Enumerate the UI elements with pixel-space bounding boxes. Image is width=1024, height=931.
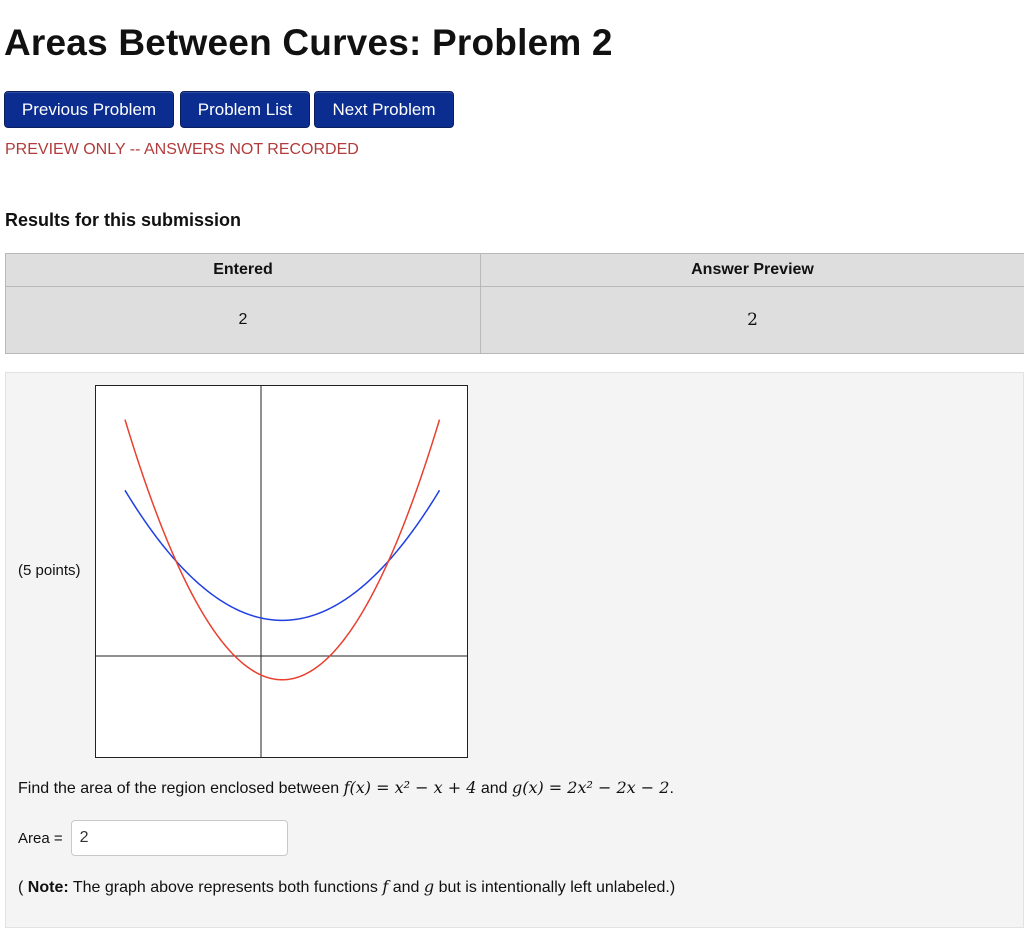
question-text: Find the area of the region enclosed bet… <box>18 778 674 798</box>
note-g: g <box>423 877 435 896</box>
entered-cell: 2 <box>5 285 481 355</box>
area-input[interactable] <box>70 820 288 856</box>
question-suffix: . <box>669 780 674 797</box>
note-body: The graph above represents both function… <box>68 879 383 896</box>
problem-body: (5 points) Find the area of the region e… <box>5 372 1024 928</box>
answer-preview-cell: 2 <box>480 285 1024 355</box>
preview-warning: PREVIEW ONLY -- ANSWERS NOT RECORDED <box>5 141 359 158</box>
function-f-expression: f(x) = x² − x + 4 <box>343 778 477 797</box>
function-graph <box>95 385 468 758</box>
note-f: f <box>382 877 389 896</box>
results-heading: Results for this submission <box>5 210 242 230</box>
note-and: and <box>388 879 424 896</box>
curve-g <box>124 419 441 681</box>
answer-preview-column-header: Answer Preview <box>480 253 1024 287</box>
results-header-row: Entered Answer Preview <box>5 253 1024 287</box>
entered-column-header: Entered <box>5 253 481 287</box>
problem-list-button[interactable]: Problem List <box>180 91 310 128</box>
results-table: Entered Answer Preview 2 2 <box>5 253 1024 355</box>
previous-problem-button[interactable]: Previous Problem <box>4 91 174 128</box>
points-label: (5 points) <box>18 562 81 579</box>
note-text: ( Note: The graph above represents both … <box>18 877 675 897</box>
area-label: Area = <box>18 829 63 847</box>
question-conjunction: and <box>476 780 512 797</box>
curve-f <box>124 489 441 622</box>
table-row: 2 2 <box>5 285 1024 355</box>
note-label: Note: <box>27 879 69 896</box>
next-problem-button[interactable]: Next Problem <box>314 91 454 128</box>
note-tail: but is intentionally left unlabeled.) <box>434 879 676 896</box>
note-open: ( <box>18 879 28 896</box>
page-title: Areas Between Curves: Problem 2 <box>4 22 613 63</box>
question-prefix: Find the area of the region enclosed bet… <box>18 780 344 797</box>
area-answer-row: Area = <box>18 819 288 857</box>
graph-canvas <box>96 386 467 757</box>
function-g-expression: g(x) = 2x² − 2x − 2 <box>511 778 670 797</box>
